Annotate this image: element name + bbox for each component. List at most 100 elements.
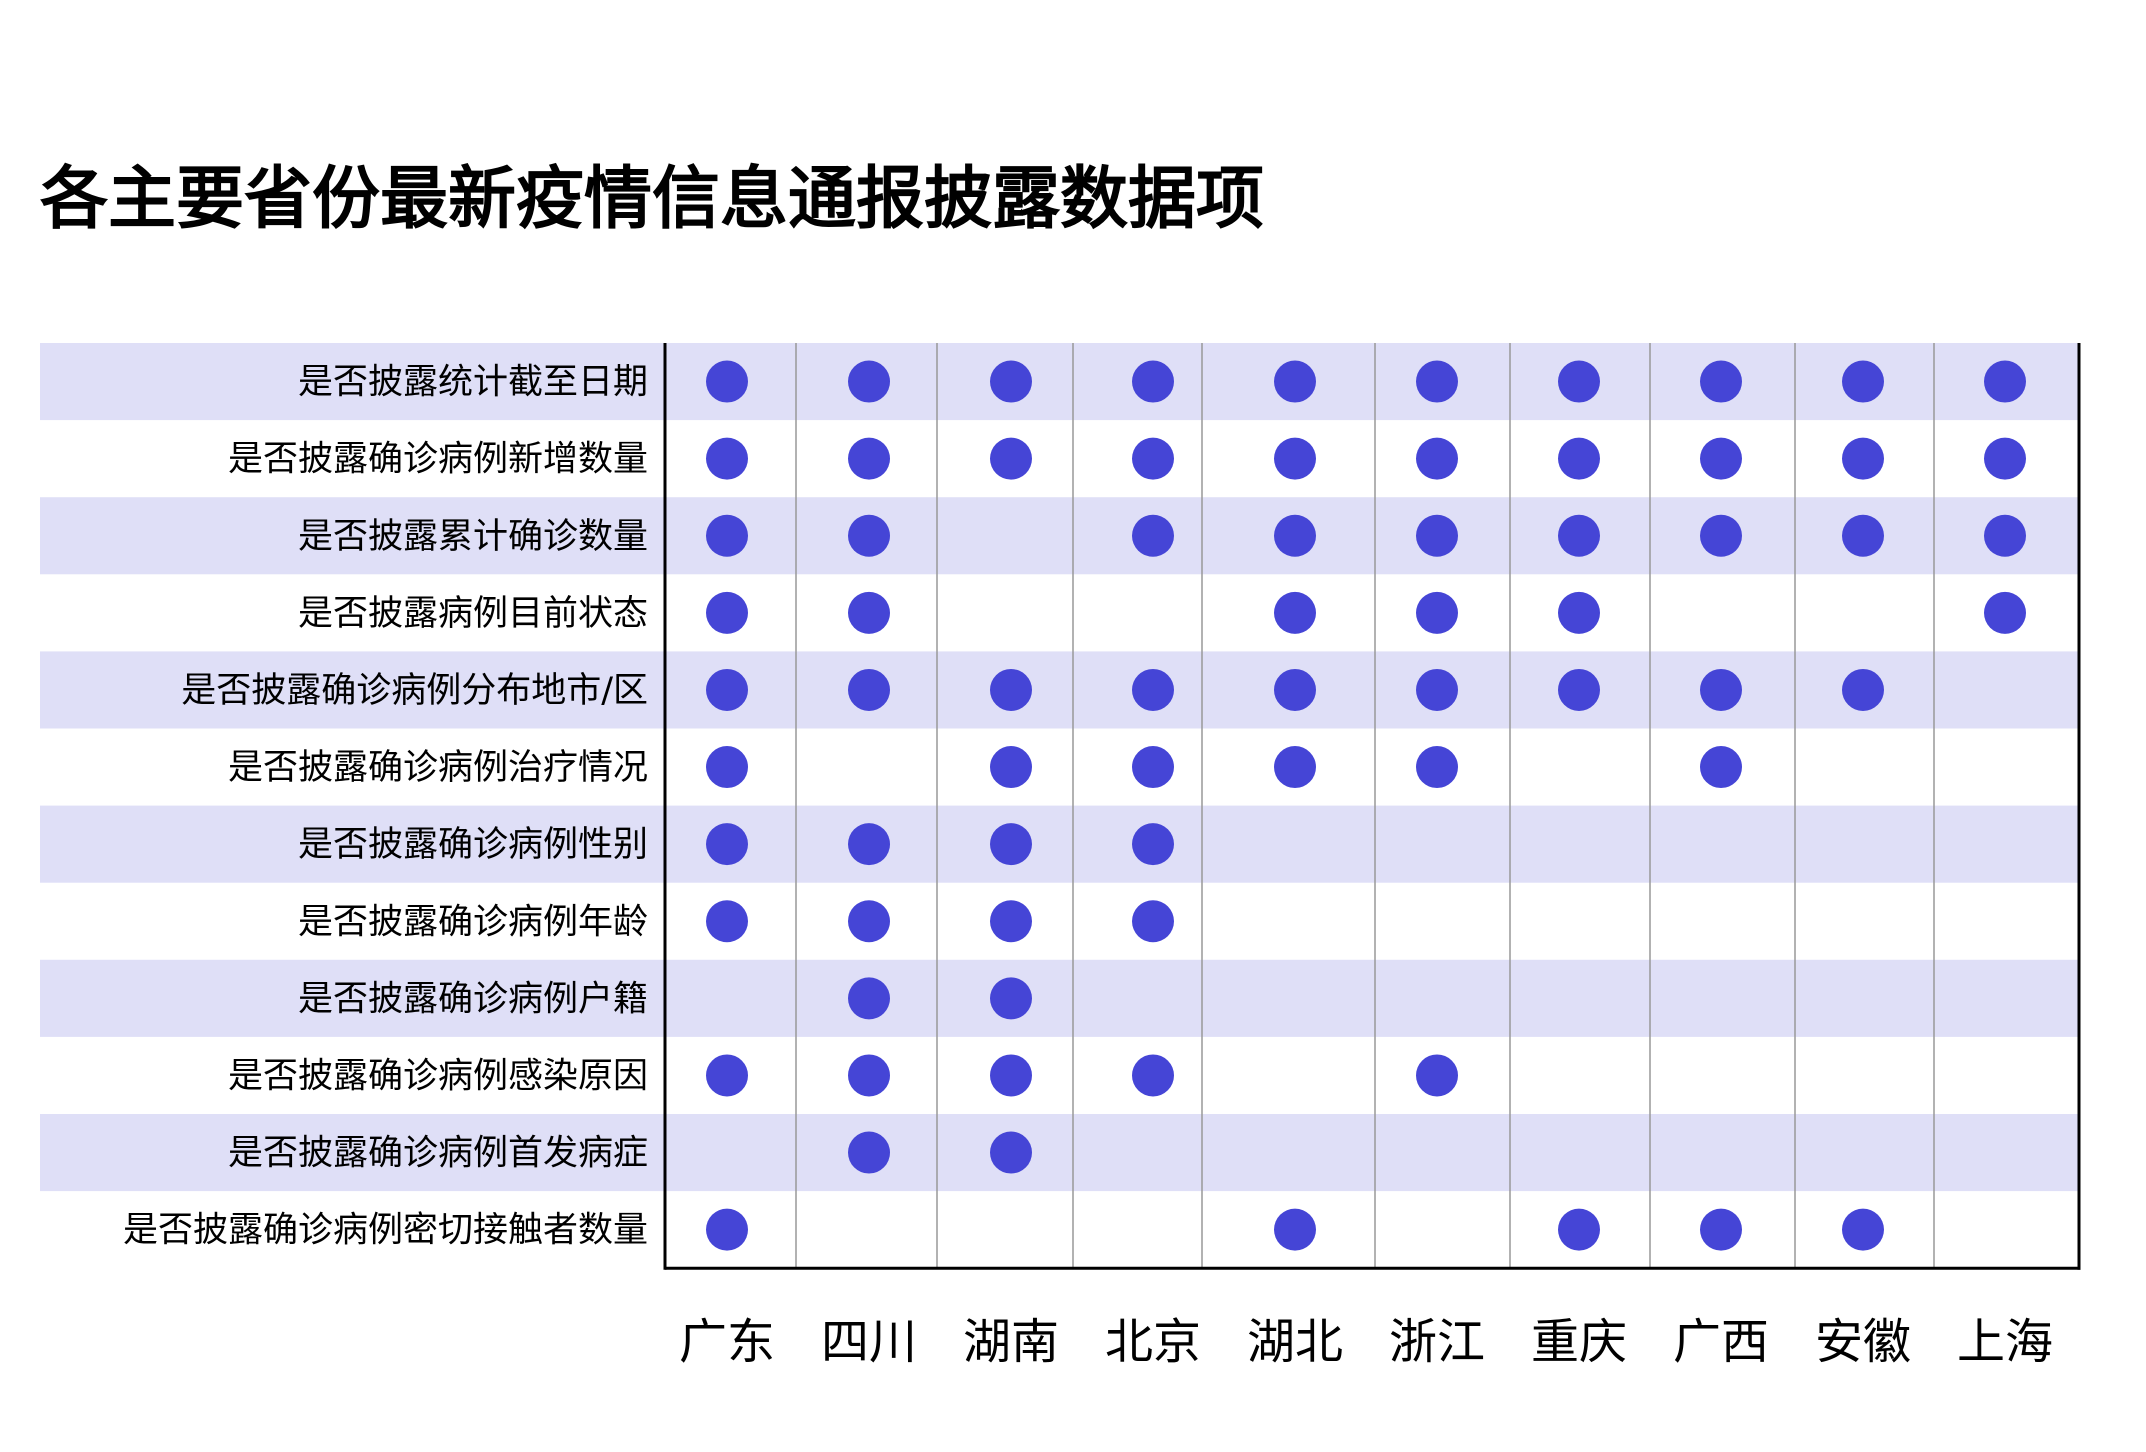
row-bands xyxy=(40,343,2079,1192)
dot-湖南-row-1 xyxy=(990,360,1032,403)
dot-浙江-row-3 xyxy=(1416,514,1458,557)
dot-广东-row-7 xyxy=(706,823,748,866)
dot-湖南-row-9 xyxy=(990,977,1032,1020)
dot-广西-row-12 xyxy=(1700,1208,1742,1251)
column-label: 湖南 xyxy=(963,1314,1059,1370)
dot-湖北-row-3 xyxy=(1274,514,1316,557)
column-label: 上海 xyxy=(1957,1314,2053,1370)
row-label: 是否披露确诊病例感染原因 xyxy=(228,1056,648,1096)
dot-四川-row-8 xyxy=(848,900,890,943)
row-label: 是否披露病例目前状态 xyxy=(298,594,648,634)
dot-广西-row-3 xyxy=(1700,514,1742,557)
row-label: 是否披露确诊病例首发病症 xyxy=(228,1134,648,1174)
dot-四川-row-5 xyxy=(848,668,890,711)
dot-广东-row-6 xyxy=(706,746,748,789)
dot-湖南-row-10 xyxy=(990,1054,1032,1097)
row-labels: 是否披露统计截至日期是否披露确诊病例新增数量是否披露累计确诊数量是否披露病例目前… xyxy=(123,363,648,1251)
dot-浙江-row-2 xyxy=(1416,437,1458,480)
row-label: 是否披露确诊病例性别 xyxy=(298,825,648,865)
dot-湖北-row-1 xyxy=(1274,360,1316,403)
dot-四川-row-2 xyxy=(848,437,890,480)
dot-安徽-row-3 xyxy=(1842,514,1884,557)
dot-安徽-row-2 xyxy=(1842,437,1884,480)
column-label: 安徽 xyxy=(1815,1314,1911,1370)
dot-广东-row-12 xyxy=(706,1208,748,1251)
dot-浙江-row-5 xyxy=(1416,668,1458,711)
row-label: 是否披露累计确诊数量 xyxy=(298,517,648,557)
dot-广东-row-1 xyxy=(706,360,748,403)
row-band xyxy=(40,805,2079,883)
dot-重庆-row-3 xyxy=(1558,514,1600,557)
column-label: 北京 xyxy=(1105,1314,1201,1370)
dot-北京-row-10 xyxy=(1132,1054,1174,1097)
dot-广东-row-8 xyxy=(706,900,748,943)
dot-湖北-row-6 xyxy=(1274,746,1316,789)
dot-浙江-row-10 xyxy=(1416,1054,1458,1097)
column-label: 重庆 xyxy=(1531,1314,1627,1370)
column-label: 浙江 xyxy=(1389,1314,1485,1370)
row-band xyxy=(40,959,2079,1037)
dot-安徽-row-1 xyxy=(1842,360,1884,403)
dot-湖北-row-12 xyxy=(1274,1208,1316,1251)
row-label: 是否披露确诊病例密切接触者数量 xyxy=(123,1211,648,1251)
row-label: 是否披露确诊病例年龄 xyxy=(298,902,648,942)
dot-湖南-row-7 xyxy=(990,823,1032,866)
dot-四川-row-4 xyxy=(848,591,890,634)
dot-重庆-row-2 xyxy=(1558,437,1600,480)
dot-北京-row-5 xyxy=(1132,668,1174,711)
dot-上海-row-1 xyxy=(1984,360,2026,403)
column-label: 广西 xyxy=(1673,1314,1769,1370)
dot-北京-row-8 xyxy=(1132,900,1174,943)
dot-湖北-row-2 xyxy=(1274,437,1316,480)
dot-浙江-row-4 xyxy=(1416,591,1458,634)
dot-北京-row-6 xyxy=(1132,746,1174,789)
dot-湖南-row-8 xyxy=(990,900,1032,943)
dot-北京-row-1 xyxy=(1132,360,1174,403)
column-dividers xyxy=(795,343,1935,1269)
dot-四川-row-3 xyxy=(848,514,890,557)
axes xyxy=(663,343,2081,1270)
dot-广西-row-1 xyxy=(1700,360,1742,403)
dot-四川-row-10 xyxy=(848,1054,890,1097)
chart-title: 各主要省份最新疫情信息通报披露数据项 xyxy=(40,160,1264,239)
dot-北京-row-7 xyxy=(1132,823,1174,866)
dot-湖南-row-5 xyxy=(990,668,1032,711)
dot-重庆-row-4 xyxy=(1558,591,1600,634)
dot-广东-row-5 xyxy=(706,668,748,711)
dot-北京-row-2 xyxy=(1132,437,1174,480)
dot-上海-row-2 xyxy=(1984,437,2026,480)
dots xyxy=(706,360,2026,1251)
row-label: 是否披露确诊病例治疗情况 xyxy=(228,748,648,788)
dot-安徽-row-5 xyxy=(1842,668,1884,711)
dot-重庆-row-1 xyxy=(1558,360,1600,403)
dot-广东-row-3 xyxy=(706,514,748,557)
dot-北京-row-3 xyxy=(1132,514,1174,557)
dot-四川-row-7 xyxy=(848,823,890,866)
row-label: 是否披露确诊病例新增数量 xyxy=(228,440,648,480)
dot-湖北-row-5 xyxy=(1274,668,1316,711)
dot-上海-row-4 xyxy=(1984,591,2026,634)
column-labels: 广东 四川 湖南 北京 湖北 浙江 重庆 广西 安徽 上海 xyxy=(679,1314,2053,1370)
dot-广东-row-4 xyxy=(706,591,748,634)
dot-广西-row-5 xyxy=(1700,668,1742,711)
row-label: 是否披露确诊病例户籍 xyxy=(298,979,648,1019)
dot-广西-row-2 xyxy=(1700,437,1742,480)
dot-湖南-row-11 xyxy=(990,1131,1032,1174)
dot-浙江-row-6 xyxy=(1416,746,1458,789)
dot-重庆-row-12 xyxy=(1558,1208,1600,1251)
dot-安徽-row-12 xyxy=(1842,1208,1884,1251)
dot-湖南-row-2 xyxy=(990,437,1032,480)
dot-湖南-row-6 xyxy=(990,746,1032,789)
row-band xyxy=(40,1114,2079,1192)
dot-四川-row-1 xyxy=(848,360,890,403)
dot-上海-row-3 xyxy=(1984,514,2026,557)
dot-广西-row-6 xyxy=(1700,746,1742,789)
column-label: 湖北 xyxy=(1247,1314,1343,1370)
dot-广东-row-10 xyxy=(706,1054,748,1097)
dot-广东-row-2 xyxy=(706,437,748,480)
dot-重庆-row-5 xyxy=(1558,668,1600,711)
column-label: 广东 xyxy=(679,1314,775,1370)
dot-四川-row-11 xyxy=(848,1131,890,1174)
row-label: 是否披露确诊病例分布地市/区 xyxy=(181,671,648,711)
